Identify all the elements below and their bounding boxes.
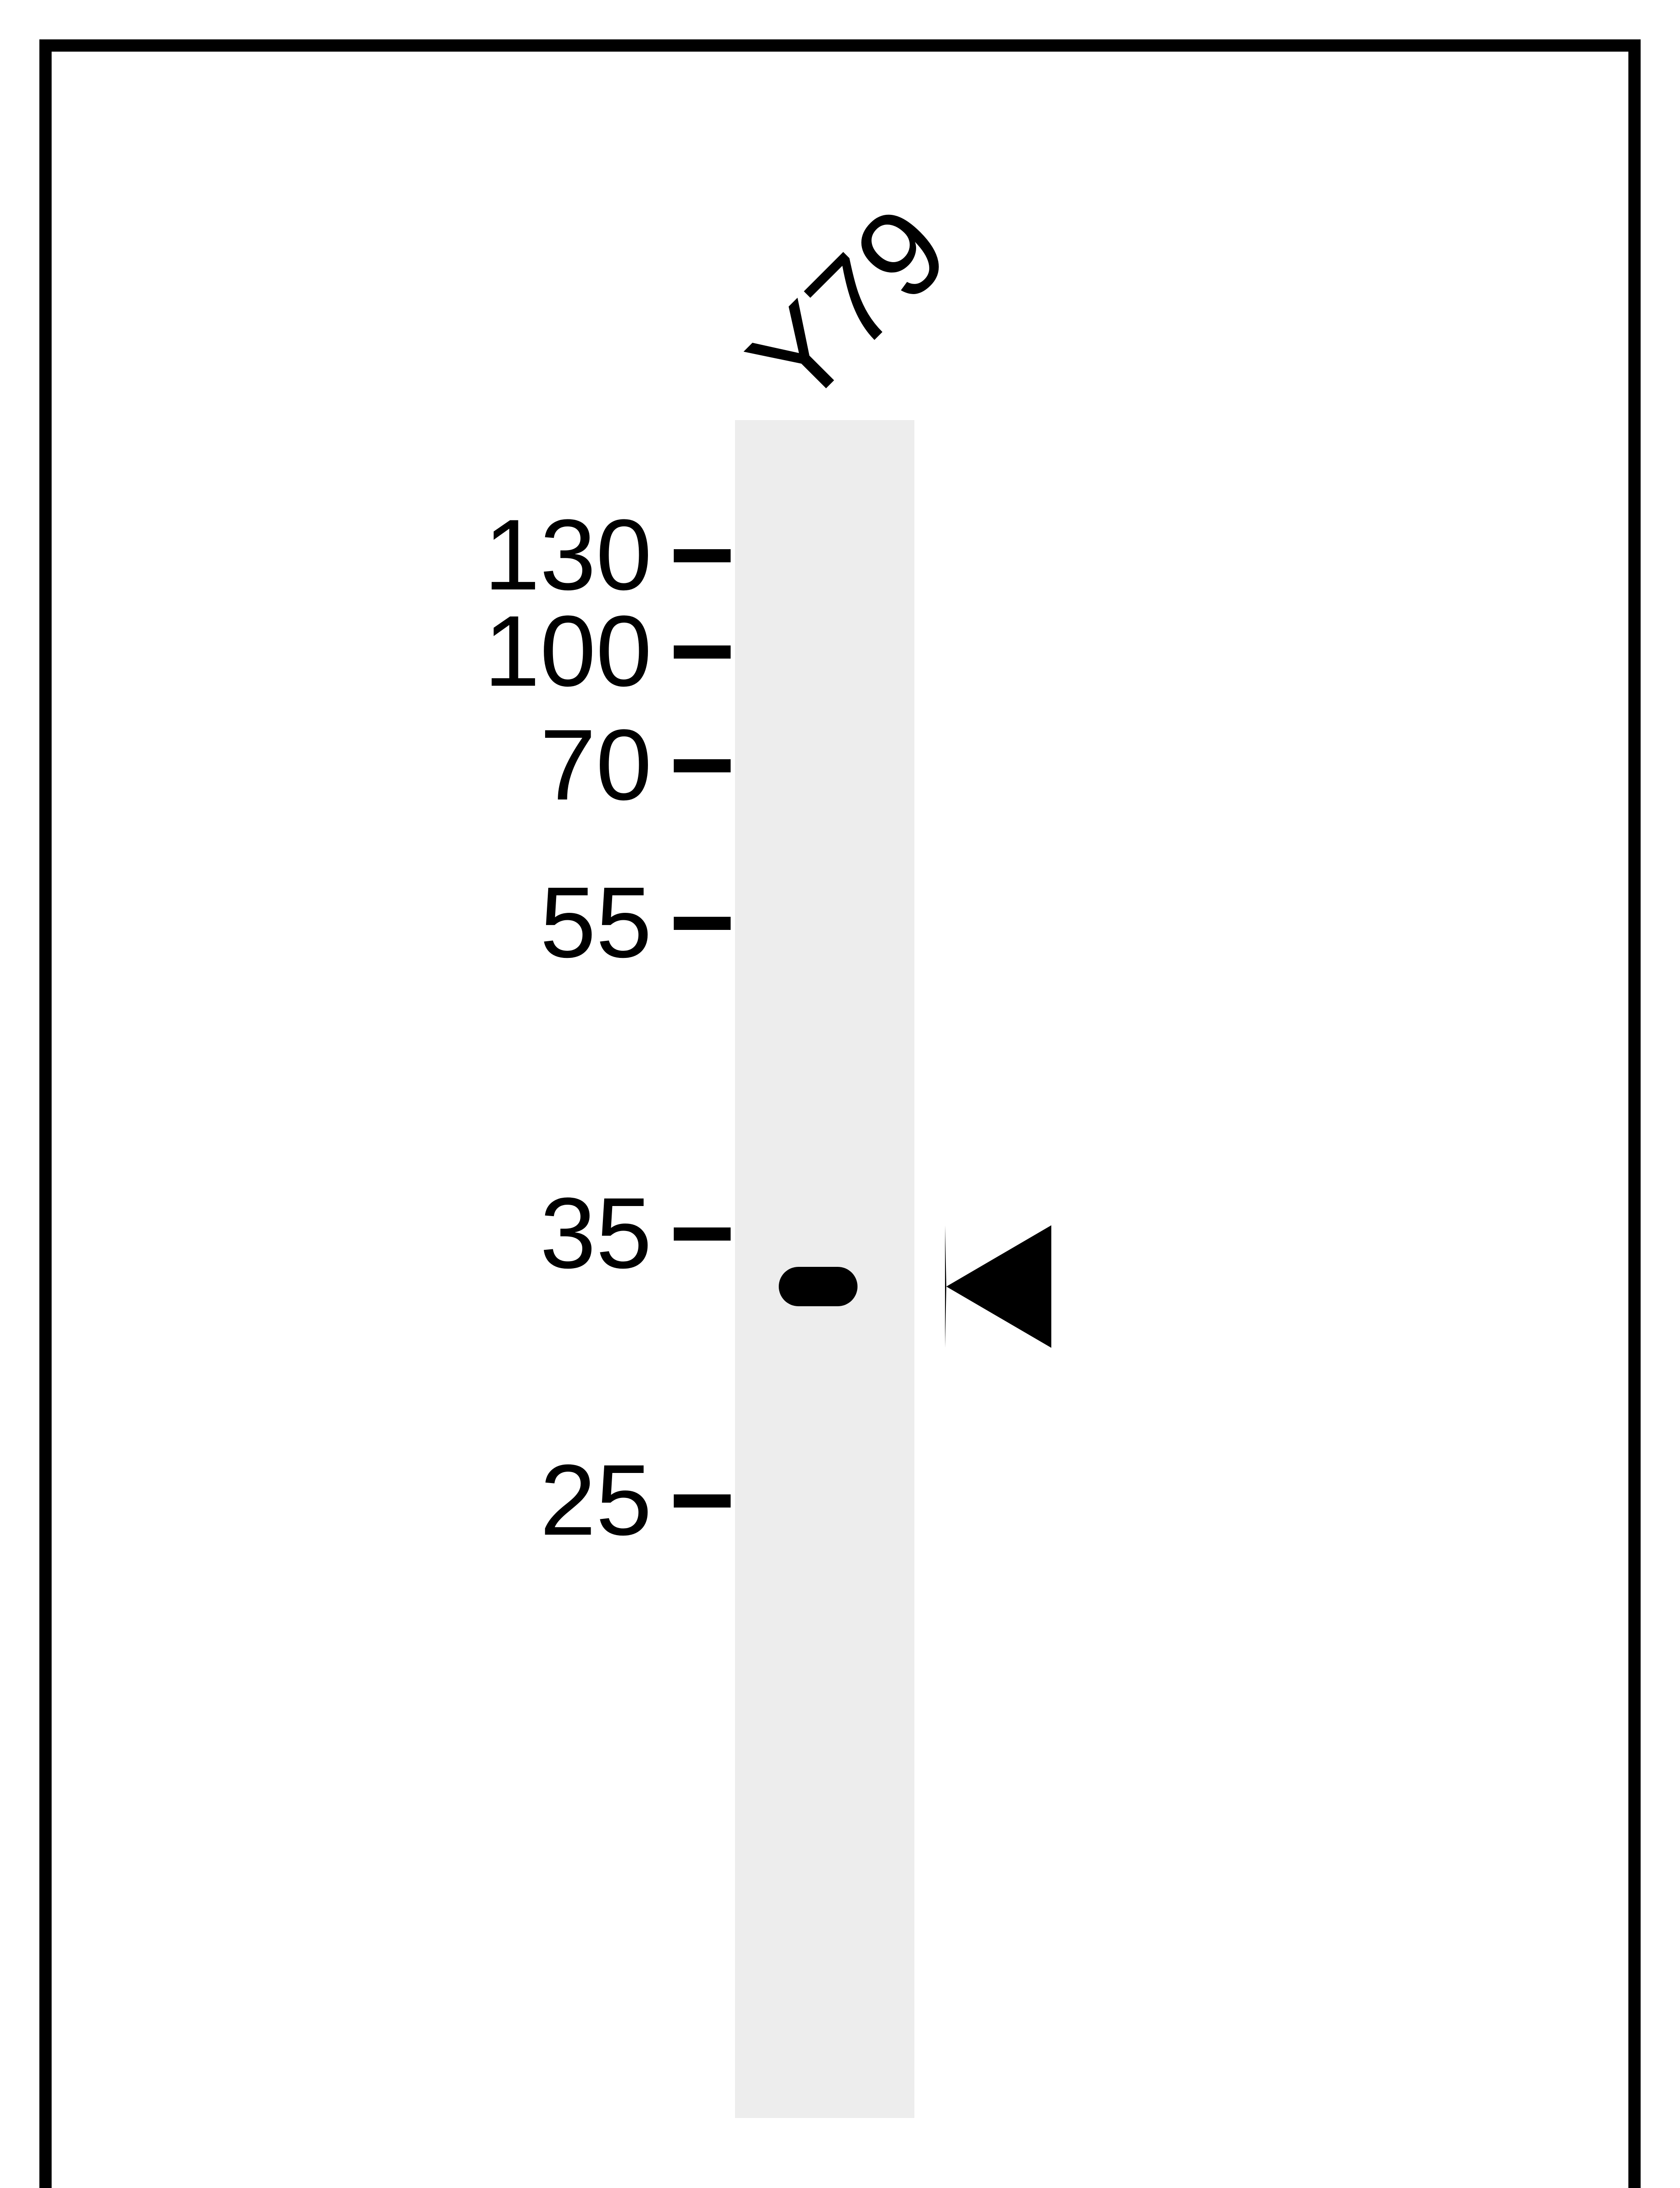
marker-label-55: 55 — [389, 864, 652, 980]
protein-band — [779, 1267, 858, 1306]
marker-label-25: 25 — [389, 1442, 652, 1558]
marker-tick-55 — [674, 917, 731, 930]
marker-tick-70 — [674, 759, 731, 772]
marker-label-100: 100 — [389, 593, 652, 709]
band-indicator-arrow — [945, 1225, 1051, 1348]
marker-tick-100 — [674, 645, 731, 659]
marker-label-70: 70 — [389, 707, 652, 823]
marker-tick-35 — [674, 1227, 731, 1241]
marker-tick-130 — [674, 549, 731, 562]
marker-label-35: 35 — [389, 1175, 652, 1291]
marker-tick-25 — [674, 1494, 731, 1508]
